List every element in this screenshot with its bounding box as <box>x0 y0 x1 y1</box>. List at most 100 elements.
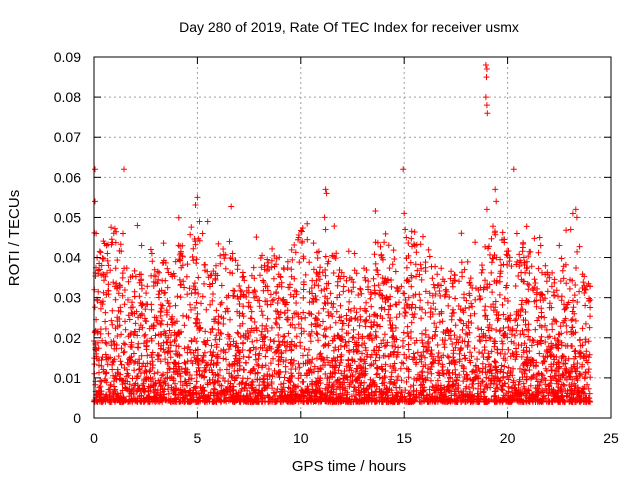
data-point <box>300 255 307 262</box>
data-point <box>429 393 436 400</box>
data-point <box>554 390 561 397</box>
data-point <box>405 252 412 259</box>
data-point <box>468 300 475 307</box>
data-point <box>284 398 291 405</box>
data-point <box>190 283 197 290</box>
data-point <box>96 266 103 273</box>
data-point <box>96 384 103 391</box>
data-point <box>422 268 429 275</box>
data-point <box>541 314 548 321</box>
x-tick-label: 25 <box>603 430 619 446</box>
data-point <box>555 341 562 348</box>
data-point <box>384 386 391 393</box>
data-point <box>322 397 328 404</box>
data-point <box>322 267 329 273</box>
data-point <box>158 331 165 338</box>
data-point <box>119 292 126 299</box>
data-point <box>306 259 313 266</box>
data-point <box>103 391 110 398</box>
data-point <box>179 242 186 249</box>
data-point <box>436 288 443 294</box>
data-point <box>208 272 215 279</box>
data-point <box>314 395 320 402</box>
data-point <box>378 251 385 258</box>
data-point <box>513 230 520 237</box>
data-point <box>581 290 588 296</box>
data-point <box>302 271 309 278</box>
data-point <box>428 370 435 377</box>
data-point <box>416 271 423 278</box>
data-point <box>316 276 323 283</box>
data-point <box>207 283 213 290</box>
data-point <box>534 371 541 378</box>
data-point <box>235 392 241 399</box>
data-point <box>432 306 439 313</box>
data-point <box>418 276 425 283</box>
data-point <box>280 298 287 305</box>
data-point <box>534 341 541 348</box>
data-point <box>571 380 578 387</box>
data-point <box>538 340 545 347</box>
data-point <box>498 386 505 393</box>
data-point <box>486 334 493 341</box>
data-point <box>229 394 236 401</box>
data-point <box>327 394 334 401</box>
data-point <box>504 248 510 255</box>
data-point <box>366 313 373 320</box>
data-point <box>576 288 583 295</box>
data-point <box>145 398 152 405</box>
data-point <box>486 281 493 288</box>
data-point <box>561 306 568 313</box>
data-point <box>505 298 511 304</box>
data-point <box>463 297 470 304</box>
data-point <box>300 286 307 293</box>
data-point <box>270 355 276 362</box>
data-point <box>372 290 379 297</box>
data-point <box>350 279 357 286</box>
data-point <box>310 266 317 273</box>
data-point <box>178 248 184 255</box>
data-point <box>247 329 254 336</box>
data-point <box>401 210 408 217</box>
data-point <box>526 270 533 277</box>
data-point <box>549 374 556 381</box>
data-point <box>218 282 225 289</box>
data-point <box>491 343 498 350</box>
data-point <box>509 325 516 332</box>
data-point <box>161 391 168 398</box>
data-point <box>262 298 269 305</box>
data-point <box>138 352 145 359</box>
data-point <box>292 249 299 256</box>
data-point <box>324 389 331 396</box>
data-point <box>540 393 547 400</box>
data-point <box>121 166 127 173</box>
data-point <box>376 354 383 361</box>
data-point <box>144 352 151 359</box>
data-point <box>225 378 232 385</box>
data-point <box>125 372 132 379</box>
data-point <box>549 321 556 327</box>
data-point <box>522 321 529 328</box>
data-point <box>519 306 526 313</box>
data-point <box>501 363 508 370</box>
data-point <box>372 328 379 335</box>
data-point <box>482 62 489 68</box>
data-point <box>422 354 428 361</box>
data-point <box>125 296 131 303</box>
data-point <box>408 319 415 326</box>
data-point <box>583 353 589 360</box>
data-point <box>338 357 345 363</box>
data-point <box>122 318 128 325</box>
data-point <box>457 346 464 353</box>
data-point <box>158 342 165 349</box>
data-point <box>142 306 149 313</box>
data-point <box>102 351 109 358</box>
data-point <box>180 278 187 285</box>
data-point <box>521 278 528 285</box>
data-point <box>505 388 512 395</box>
data-point <box>537 242 544 249</box>
data-point <box>353 377 360 384</box>
data-point <box>173 348 179 355</box>
data-point <box>242 359 249 366</box>
data-point <box>403 264 410 271</box>
